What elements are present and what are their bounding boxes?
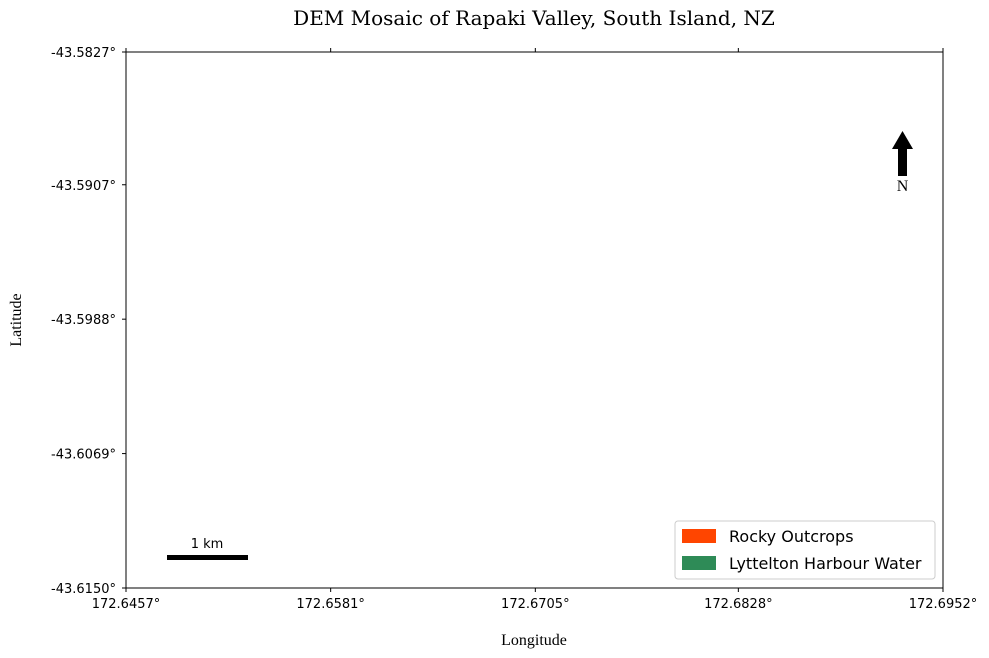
legend-swatch-rocky-outcrops bbox=[682, 529, 716, 543]
north-arrow-label: N bbox=[897, 178, 909, 195]
x-tick-label: 172.6457° bbox=[92, 597, 161, 612]
x-tick-label: 172.6952° bbox=[909, 597, 978, 612]
legend-label-harbour-water: Lyttelton Harbour Water bbox=[729, 554, 922, 573]
legend-swatch-harbour-water bbox=[682, 556, 716, 570]
y-axis-label: Latitude bbox=[8, 293, 25, 346]
map-frame bbox=[125, 51, 944, 589]
scale-bar-label: 1 km bbox=[191, 537, 224, 552]
scale-bar: 1 km bbox=[167, 537, 248, 560]
north-arrow-icon bbox=[892, 131, 913, 149]
x-axis-label: Longitude bbox=[501, 632, 567, 649]
x-tick-label: 172.6828° bbox=[704, 597, 773, 612]
y-axis-ticks: -43.5827° -43.5907° -43.5988° -43.6069° -43.… bbox=[51, 46, 126, 597]
north-arrow: N bbox=[892, 131, 913, 195]
y-tick-label: -43.5827° bbox=[51, 46, 116, 61]
y-tick-label: -43.6150° bbox=[51, 582, 116, 597]
legend-label-rocky-outcrops: Rocky Outcrops bbox=[729, 527, 854, 546]
map-title: DEM Mosaic of Rapaki Valley, South Islan… bbox=[293, 6, 775, 30]
y-tick-label: -43.6069° bbox=[51, 448, 116, 463]
y-tick-label: -43.5907° bbox=[51, 179, 116, 194]
scale-bar-line bbox=[167, 555, 248, 560]
legend-box bbox=[674, 520, 936, 580]
y-tick-label: -43.5988° bbox=[51, 313, 116, 328]
north-arrow-shaft bbox=[898, 148, 907, 176]
x-tick-label: 172.6581° bbox=[296, 597, 365, 612]
legend: Rocky Outcrops Lyttelton Harbour Water bbox=[674, 520, 936, 580]
x-axis-ticks: 172.6457° 172.6581° 172.6705° 172.6828° 172.… bbox=[92, 48, 978, 612]
x-tick-label: 172.6705° bbox=[501, 597, 570, 612]
